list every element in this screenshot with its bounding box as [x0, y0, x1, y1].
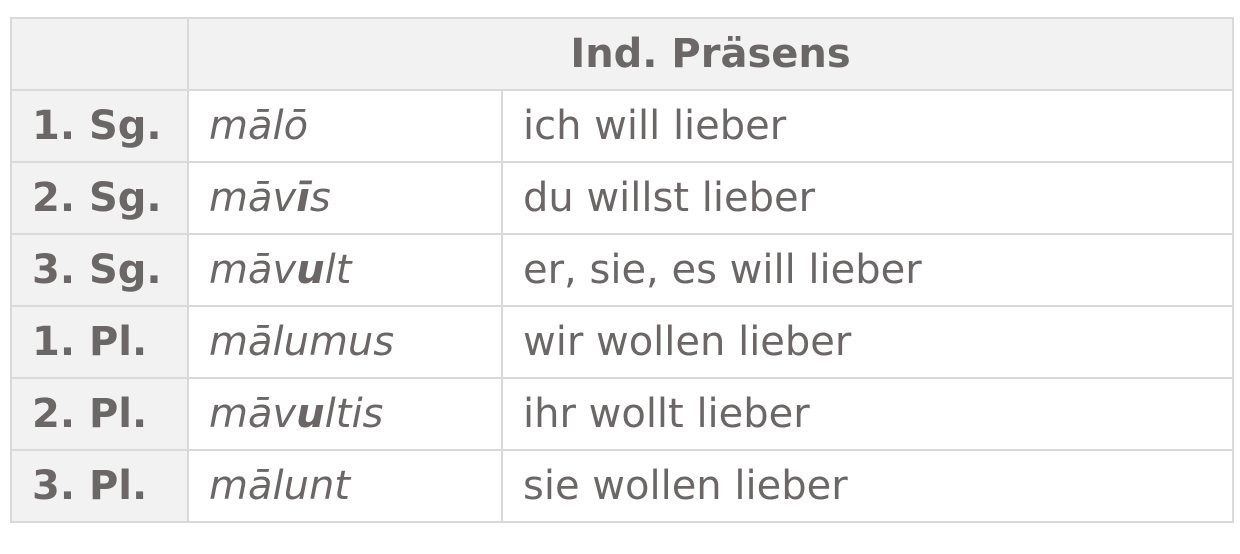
latin-stem: mālō: [209, 103, 309, 149]
german-translation-cell: ich will lieber: [501, 89, 1234, 163]
german-translation-cell: du willst lieber: [501, 161, 1234, 235]
table-row: 1. Sg. mālō ich will lieber: [10, 89, 1234, 163]
latin-ending: ltis: [324, 391, 384, 437]
table-row: 2. Sg. māvīs du willst lieber: [10, 161, 1234, 235]
latin-stem: mālunt: [209, 463, 350, 509]
latin-ending: s: [309, 175, 331, 221]
latin-form-cell: mālō: [187, 89, 503, 163]
latin-form-cell: māvult: [187, 233, 503, 307]
german-translation-cell: sie wollen lieber: [501, 449, 1234, 523]
table-row: 1. Pl. mālumus wir wollen lieber: [10, 305, 1234, 379]
latin-stem: māv: [209, 391, 297, 437]
person-cell: 3. Sg.: [10, 233, 189, 307]
table-row: 2. Pl. māvultis ihr wollt lieber: [10, 377, 1234, 451]
german-translation-cell: ihr wollt lieber: [501, 377, 1234, 451]
person-cell: 2. Pl.: [10, 377, 189, 451]
latin-stem: māv: [209, 175, 297, 221]
latin-highlight: u: [296, 391, 325, 437]
corner-cell: [10, 17, 189, 91]
latin-stem: mālumus: [209, 319, 395, 365]
table-row: 3. Sg. māvult er, sie, es will lieber: [10, 233, 1234, 307]
tense-header: Ind. Präsens: [187, 17, 1234, 91]
conjugation-table: Ind. Präsens 1. Sg. mālō ich will lieber 2.…: [10, 17, 1234, 523]
latin-form-cell: mālunt: [187, 449, 503, 523]
latin-ending: lt: [324, 247, 352, 293]
latin-stem: māv: [209, 247, 297, 293]
german-translation-cell: wir wollen lieber: [501, 305, 1234, 379]
german-translation-cell: er, sie, es will lieber: [501, 233, 1234, 307]
person-cell: 1. Sg.: [10, 89, 189, 163]
header-row: Ind. Präsens: [10, 17, 1234, 91]
person-cell: 1. Pl.: [10, 305, 189, 379]
latin-highlight: u: [296, 247, 325, 293]
person-cell: 3. Pl.: [10, 449, 189, 523]
table-row: 3. Pl. mālunt sie wollen lieber: [10, 449, 1234, 523]
latin-highlight: ī: [296, 175, 310, 221]
latin-form-cell: mālumus: [187, 305, 503, 379]
latin-form-cell: māvultis: [187, 377, 503, 451]
latin-form-cell: māvīs: [187, 161, 503, 235]
person-cell: 2. Sg.: [10, 161, 189, 235]
